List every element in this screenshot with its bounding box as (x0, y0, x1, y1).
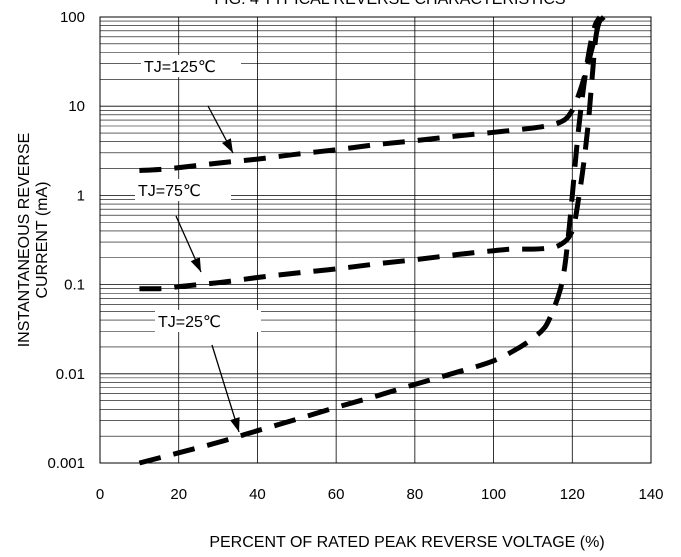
annotations: TJ=125℃ TJ=75℃ TJ=25℃ (135, 55, 261, 433)
y-axis-title-line-1: INSTANTANEOUS REVERSE (16, 133, 33, 348)
annotation-label: TJ=25℃ (158, 314, 221, 331)
curves (138, 15, 606, 466)
annotation-label: TJ=75℃ (138, 183, 201, 200)
annotation-arrow-line (211, 344, 240, 433)
y-tick-label: 100 (60, 9, 85, 26)
y-axis-title-line-2: CURRENT (mA) (34, 181, 51, 298)
grid (99, 17, 652, 464)
series-line (139, 16, 603, 292)
x-tick-label: 100 (481, 486, 506, 503)
series-line (138, 15, 602, 466)
y-tick-label: 0.1 (64, 277, 85, 294)
x-axis-title: PERCENT OF RATED PEAK REVERSE VOLTAGE (%… (209, 534, 604, 551)
x-tick-label: 0 (96, 486, 104, 503)
plot-frame (99, 16, 652, 464)
annotation-box (141, 55, 241, 77)
y-tick-label: 0.001 (47, 455, 85, 472)
y-tick-label: 1 (77, 187, 85, 204)
x-tick-label: 140 (638, 486, 663, 503)
x-tick-label: 80 (407, 486, 424, 503)
annotation-box (155, 310, 261, 332)
annotation-label: TJ=125℃ (144, 59, 216, 76)
x-tick-label: 120 (560, 486, 585, 503)
annotation-box (135, 179, 231, 201)
y-axis-title: INSTANTANEOUS REVERSE CURRENT (mA) (16, 133, 51, 348)
x-tick-label: 20 (170, 486, 187, 503)
y-tick-label: 0.01 (56, 366, 85, 383)
y-tick-label: 10 (68, 98, 85, 115)
annotation-arrowhead (190, 257, 201, 272)
tick-labels: 0 20 40 60 80 100 120 140 100 10 1 0.1 0.01 0.001 (47, 9, 663, 503)
x-tick-label: 60 (328, 486, 345, 503)
annotation-arrowhead (222, 138, 233, 153)
series-line (139, 15, 606, 173)
x-tick-label: 40 (249, 486, 266, 503)
chart-title: FIG. 4 TYPICAL REVERSE CHARACTERISTICS (214, 0, 565, 8)
annotation-arrowhead (230, 417, 240, 432)
